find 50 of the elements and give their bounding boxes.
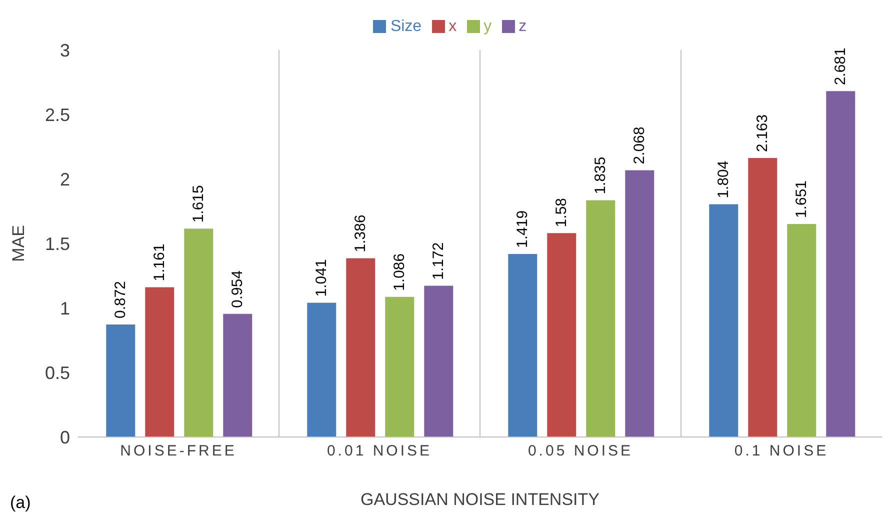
legend-label: x — [448, 18, 457, 35]
x-axis-title: GAUSSIAN NOISE INTENSITY — [360, 490, 600, 509]
y-tick-label: 0.5 — [44, 362, 70, 383]
bar — [547, 233, 576, 437]
data-label: 1.835 — [592, 156, 610, 194]
data-label: 0.954 — [229, 270, 246, 308]
bar — [145, 287, 174, 437]
bar — [508, 254, 538, 437]
bar — [307, 302, 336, 437]
data-label: 2.681 — [832, 48, 850, 86]
y-tick-label: 2.5 — [44, 104, 70, 125]
bar — [787, 224, 816, 437]
bar — [826, 91, 856, 437]
data-label: 2.163 — [754, 114, 772, 152]
x-tick-label: 0.05 NOISE — [528, 442, 634, 460]
data-label: 1.086 — [391, 253, 408, 291]
y-tick-label: 2 — [60, 169, 70, 190]
legend-label: y — [484, 18, 492, 35]
data-label: 1.651 — [793, 180, 810, 218]
y-tick-label: 1 — [60, 298, 70, 318]
y-tick-label: 0 — [60, 427, 70, 448]
data-label: 1.041 — [313, 259, 330, 297]
bar — [625, 170, 654, 437]
data-label: 1.615 — [190, 185, 208, 223]
data-label: 0.872 — [112, 280, 130, 319]
bar — [748, 158, 778, 437]
y-tick-label: 1.5 — [44, 234, 70, 254]
x-tick-label: 0.01 NOISE — [326, 442, 432, 460]
legend-label: Size — [390, 18, 422, 35]
data-label: 1.172 — [430, 242, 448, 280]
bar — [184, 228, 214, 437]
bar — [709, 204, 738, 437]
data-label: 1.161 — [151, 244, 168, 282]
data-label: 2.068 — [631, 126, 648, 164]
y-axis-title: MAE — [9, 225, 28, 262]
bar — [223, 314, 252, 437]
legend-label: z — [518, 18, 527, 35]
data-label: 1.419 — [514, 210, 532, 248]
y-tick-label: 3 — [60, 40, 70, 60]
data-label: 1.386 — [352, 214, 370, 252]
data-label: 1.58 — [553, 198, 570, 228]
bar — [385, 296, 414, 437]
bar — [346, 258, 376, 437]
text: (a) — [10, 493, 31, 513]
data-label: 1.804 — [715, 160, 732, 198]
bar — [586, 200, 616, 437]
bar — [424, 286, 454, 437]
bar — [106, 324, 136, 437]
x-tick-label: 0.1 NOISE — [734, 442, 829, 460]
x-tick-label: NOISE-FREE — [120, 442, 237, 460]
